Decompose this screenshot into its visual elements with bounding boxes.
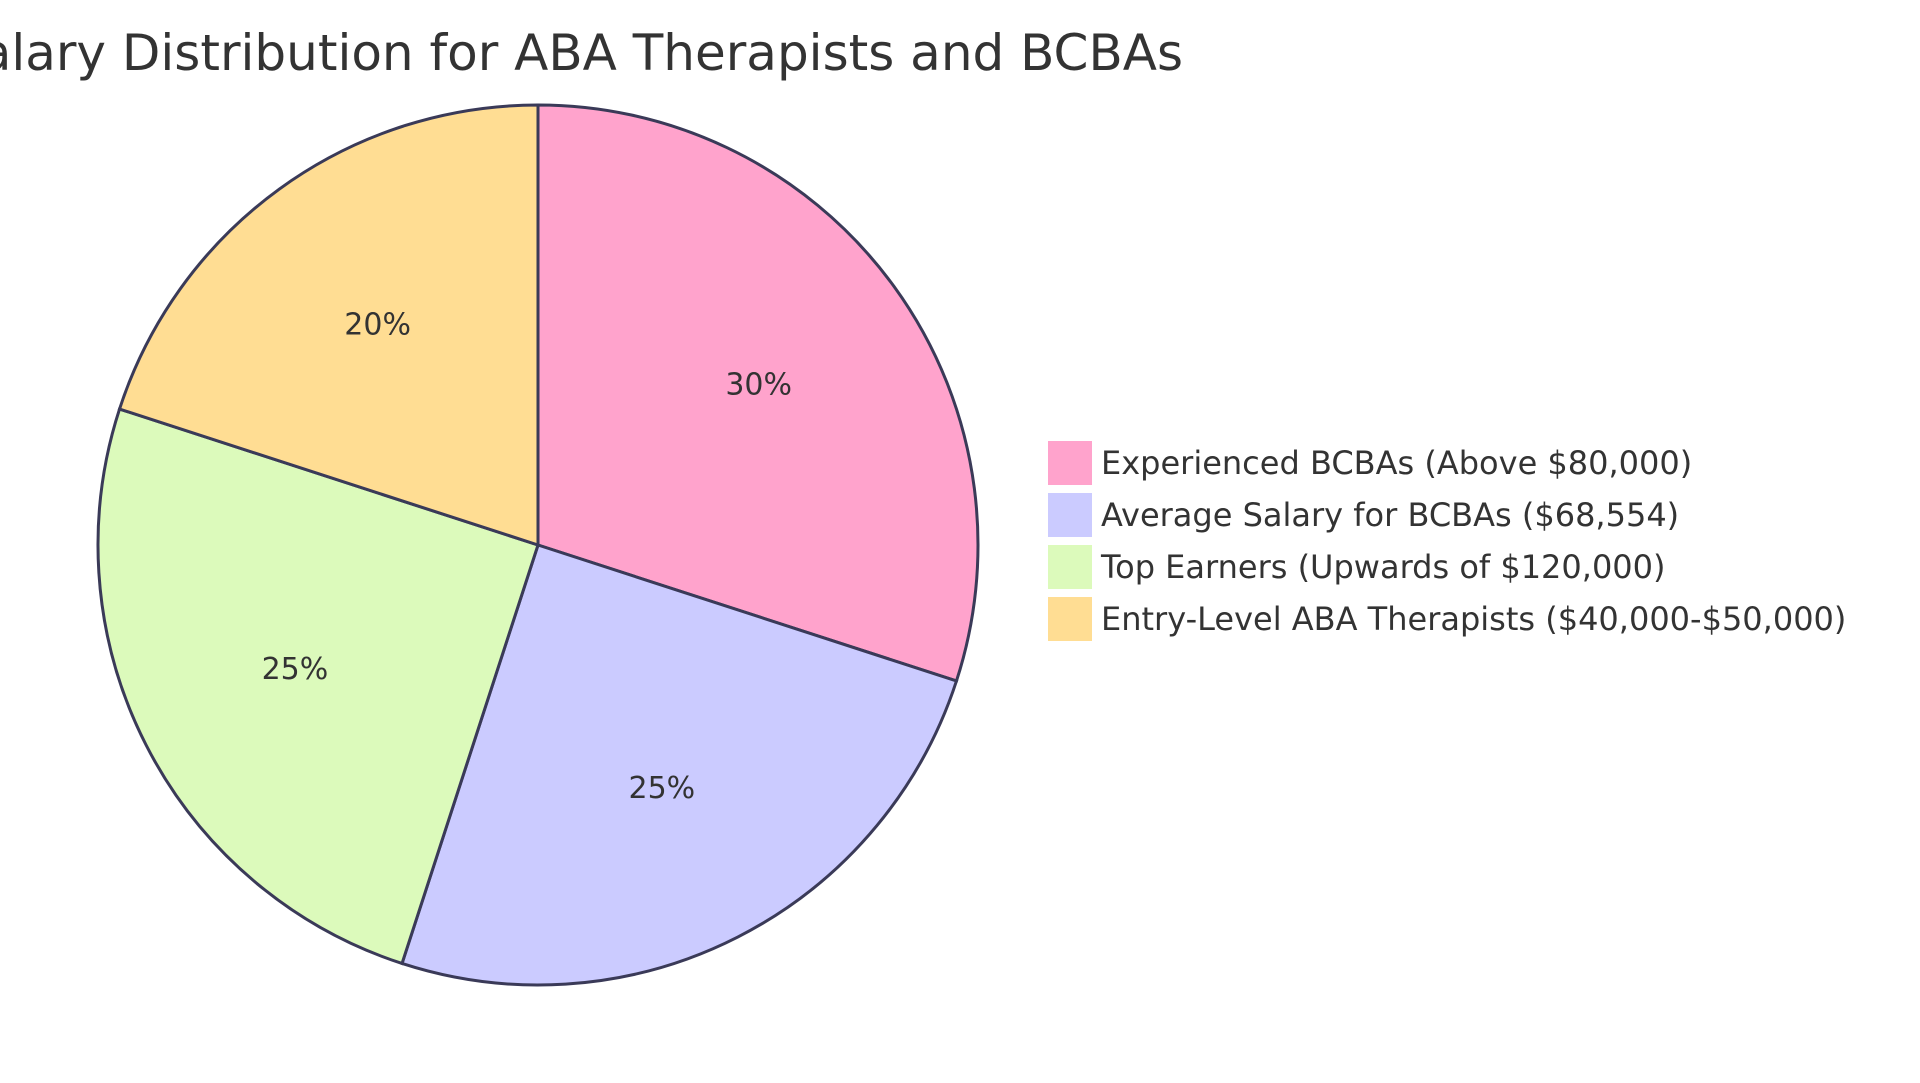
legend-swatch	[1048, 493, 1092, 537]
legend-swatch	[1048, 441, 1092, 485]
slice-percent-label: 25%	[629, 771, 696, 806]
pie-slice	[96, 407, 540, 966]
slice-percent-label: 25%	[262, 652, 329, 687]
slice-percent-label: 30%	[725, 368, 792, 403]
legend: Experienced BCBAs (Above $80,000) Average…	[1048, 441, 1846, 641]
legend-label: Experienced BCBAs (Above $80,000)	[1101, 444, 1692, 482]
pie-slice	[536, 103, 980, 683]
slice-percent-label: 20%	[344, 307, 411, 342]
pie-slice-labels: 30% 25% 25% 20%	[262, 307, 792, 806]
legend-label: Average Salary for BCBAs ($68,554)	[1101, 496, 1679, 534]
pie-slice	[117, 103, 540, 548]
legend-label: Top Earners (Upwards of $120,000)	[1100, 548, 1666, 586]
chart-title: Salary Distribution for ABA Therapists a…	[0, 24, 1183, 82]
legend-swatch	[1048, 545, 1092, 589]
pie-slices	[96, 103, 980, 987]
pie-slice	[400, 543, 959, 987]
legend-label: Entry-Level ABA Therapists ($40,000-$50,…	[1101, 600, 1846, 638]
legend-swatch	[1048, 597, 1092, 641]
